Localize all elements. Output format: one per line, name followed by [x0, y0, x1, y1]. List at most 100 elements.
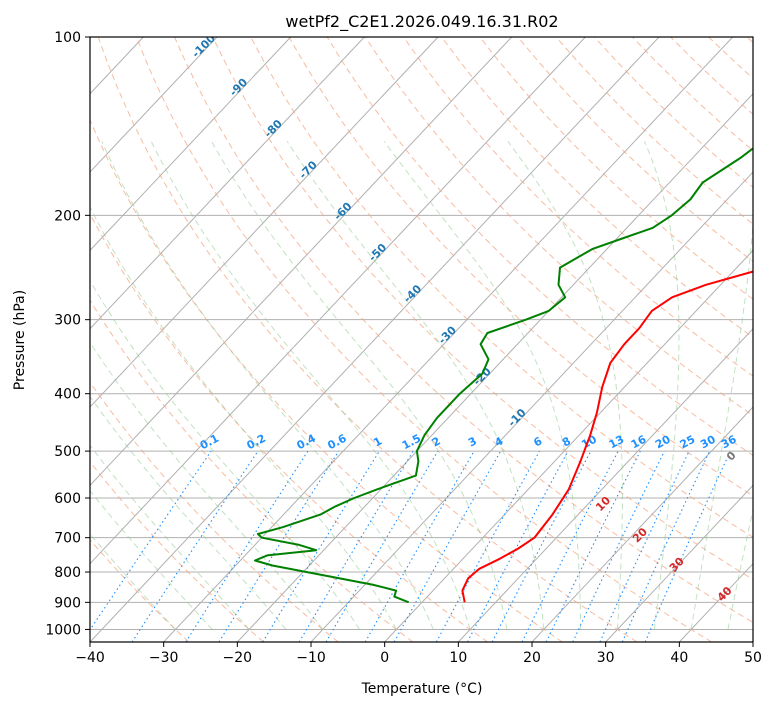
y-tick-label: 200 — [54, 208, 81, 224]
moist-adiabat — [150, 141, 471, 630]
dry-adiabat-label: -40 — [401, 282, 424, 305]
mixing-ratio-label: 0.1 — [198, 432, 221, 453]
mixing-ratio-line — [325, 450, 439, 642]
mixing-ratio-label: 1 — [371, 434, 384, 449]
dry-adiabat-label: -30 — [436, 323, 459, 346]
mixing-ratio-line — [644, 450, 731, 642]
moist-adiabat — [90, 489, 213, 630]
x-tick-label: 40 — [670, 650, 688, 666]
mixing-ratio-line — [298, 450, 414, 642]
isotherm-line — [531, 406, 753, 642]
moist-adiabat-label: 20 — [630, 525, 650, 545]
mixing-ratio-line — [467, 450, 569, 642]
moist-adiabat — [383, 141, 582, 630]
isotherm-line — [384, 249, 753, 642]
x-axis-title: Temperature (°C) — [361, 681, 483, 697]
dry-adiabat — [90, 212, 488, 642]
mixing-ratio-line — [90, 450, 212, 631]
profiles — [254, 147, 753, 604]
moist-adiabat — [644, 141, 680, 630]
dry-adiabat-label: -70 — [297, 158, 320, 181]
dry-adiabat — [174, 37, 753, 624]
dry-adiabat — [632, 37, 753, 152]
dry-adiabat-label: -100 — [189, 32, 218, 61]
x-tick-label: 50 — [744, 650, 762, 666]
mixing-ratio-label: 30 — [698, 433, 718, 452]
dry-adiabat — [97, 37, 638, 642]
x-axis: −40 −30 −20 −10 0 10 20 30 40 50 — [75, 642, 762, 666]
dry-adiabat — [250, 37, 753, 538]
mixing-ratio-label: 6 — [531, 434, 544, 449]
moist-adiabat — [286, 141, 545, 630]
mixing-ratio-label: 13 — [607, 433, 627, 452]
dry-adiabat-label: -20 — [471, 365, 494, 388]
x-tick-label: 20 — [523, 650, 541, 666]
mixing-ratio-label: 16 — [629, 433, 649, 452]
dry-adiabat — [212, 37, 753, 581]
dry-adiabat — [403, 37, 753, 377]
y-tick-label: 500 — [54, 444, 81, 460]
mixing-ratio-line — [545, 450, 641, 642]
moist-adiabat — [727, 507, 753, 630]
x-tick-label: −40 — [75, 650, 105, 666]
dry-adiabat — [326, 37, 753, 456]
plot-frame — [89, 36, 754, 643]
moist-adiabat — [507, 141, 623, 630]
y-tick-label: 100 — [54, 30, 81, 46]
isotherm-line — [90, 37, 513, 487]
isotherm-line — [752, 641, 753, 642]
y-axis: 100 200 300 400 500 600 700 800 900 1000 — [45, 30, 90, 638]
dewpoint-profile-line — [254, 147, 753, 604]
isotherm-line — [90, 37, 218, 173]
y-tick-label: 800 — [54, 565, 81, 581]
moist-adiabat — [90, 444, 250, 630]
chart-title: wetPf2_C2E1.2026.049.16.31.R02 — [285, 12, 558, 32]
isotherm-line — [605, 484, 753, 642]
isotherm-line — [90, 37, 439, 408]
dry-adiabat — [90, 460, 264, 642]
y-tick-label: 300 — [54, 313, 81, 329]
mixing-ratio-line — [599, 450, 690, 642]
dry-adiabat — [90, 538, 190, 642]
moist-adiabat — [101, 141, 434, 630]
moist-adiabat — [690, 219, 753, 630]
dry-adiabat-label: -60 — [331, 199, 354, 222]
dry-adiabat-label: -50 — [366, 241, 389, 264]
mixing-ratio-line — [185, 450, 309, 642]
x-tick-label: −30 — [149, 650, 179, 666]
mixing-ratio-label: 0.2 — [245, 432, 268, 453]
temperature-profile-line — [461, 270, 753, 603]
moist-adiabat — [90, 341, 324, 630]
mixing-ratio-line — [435, 450, 540, 642]
mixing-ratio-label: 10 — [579, 433, 599, 452]
mixing-ratio-line — [218, 450, 340, 642]
mixing-ratio-label: 3 — [466, 434, 479, 449]
isotherm-line — [310, 171, 753, 642]
mixing-ratio-line — [572, 450, 665, 642]
dry-adiabat — [90, 118, 563, 642]
dry-adiabat — [593, 37, 753, 188]
y-axis-title: Pressure (hPa) — [12, 290, 28, 390]
background-lines — [90, 37, 753, 642]
dry-adiabat — [746, 37, 753, 44]
x-tick-label: 30 — [597, 650, 615, 666]
line-labels: 0.1 0.2 0.4 0.6 1 1.5 2 3 4 6 8 10 13 16 20 25 30 36-100-… — [189, 32, 739, 604]
moist-adiabat — [90, 205, 397, 630]
mixing-ratio-line — [131, 450, 259, 642]
moist-adiabat — [90, 395, 287, 630]
y-tick-label: 900 — [54, 595, 81, 611]
y-tick-label: 1000 — [45, 622, 81, 638]
isotherm-line — [90, 37, 365, 330]
isotherm-line — [457, 327, 753, 642]
dry-adiabat — [708, 37, 753, 80]
mixing-ratio-label: 20 — [653, 433, 673, 452]
moist-adiabat — [90, 279, 361, 630]
dry-adiabat — [517, 37, 753, 263]
x-tick-label: 10 — [449, 650, 467, 666]
isotherm-line — [90, 37, 586, 565]
dry-adiabat-label: -90 — [227, 76, 250, 99]
dry-adiabat — [90, 381, 339, 642]
moist-adiabat — [211, 141, 508, 630]
